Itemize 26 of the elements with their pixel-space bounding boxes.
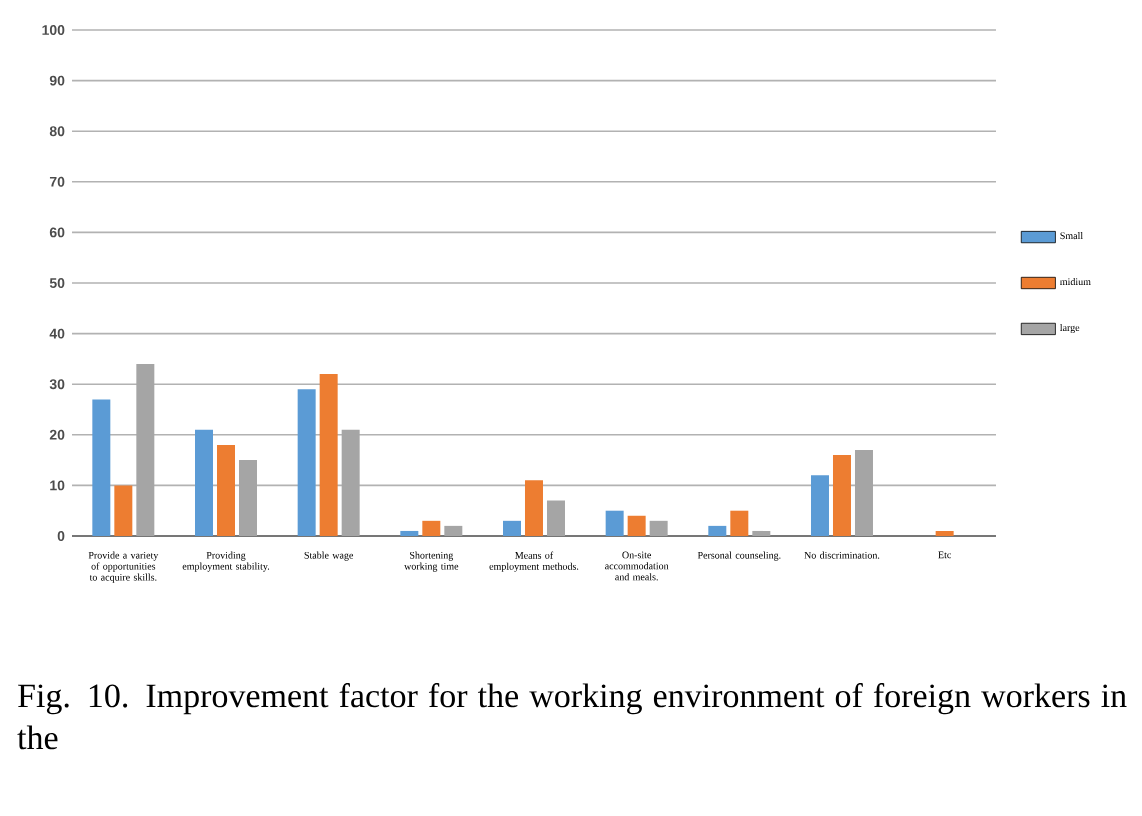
bar — [730, 510, 749, 536]
bar — [422, 520, 441, 536]
bar — [627, 515, 646, 536]
bar — [502, 520, 521, 536]
bar — [297, 389, 316, 536]
bar — [341, 429, 360, 536]
bar — [546, 500, 565, 536]
bar — [239, 460, 257, 536]
bar — [752, 530, 771, 536]
bar — [605, 510, 624, 536]
bar — [444, 525, 463, 536]
bar — [649, 520, 668, 536]
bar — [935, 530, 954, 536]
bar — [810, 475, 829, 536]
bar — [524, 480, 543, 536]
bar — [832, 455, 851, 536]
bar — [92, 399, 111, 536]
bar — [319, 374, 338, 536]
bar — [708, 525, 727, 536]
bar — [854, 449, 873, 536]
bar — [114, 485, 133, 536]
text: Fig. 10. Improvement factor for the working environment of foreign workers in the — [17, 683, 1127, 750]
bar — [217, 444, 235, 536]
bar — [400, 530, 419, 536]
bar — [136, 363, 155, 536]
bar — [195, 429, 213, 536]
